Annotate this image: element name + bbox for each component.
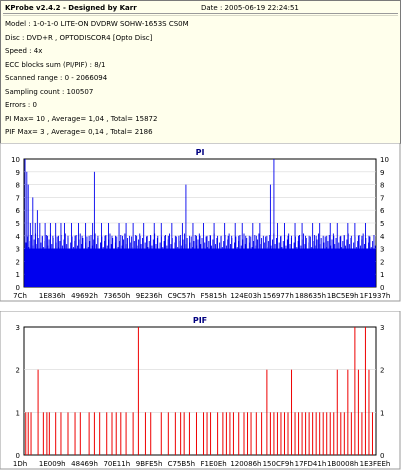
info-line: PIF Max= 3 , Average= 0,14 , Total= 2186 <box>5 128 153 136</box>
y-tick-label-right: 0 <box>380 284 384 292</box>
y-tick-label-left: 1 <box>16 409 20 417</box>
y-tick-label-right: 1 <box>380 271 384 279</box>
y-tick-label-left: 9 <box>16 169 20 177</box>
pi-chart: PI 0 0 1 1 2 2 3 3 4 4 5 5 6 6 7 7 8 8 9 9 10 10 7Ch 1E836h 4969… <box>0 143 401 302</box>
y-tick-label-right: 7 <box>380 194 384 202</box>
x-tick-label: 1F1937h <box>360 292 391 300</box>
y-tick-label-left: 2 <box>16 367 20 375</box>
y-tick-label-left: 7 <box>16 194 20 202</box>
x-tick-label: 48469h <box>71 460 98 468</box>
y-tick-label-right: 2 <box>380 258 384 266</box>
y-tick-label-right: 3 <box>380 246 384 254</box>
y-tick-label-left: 5 <box>16 220 20 228</box>
y-tick-label-left: 3 <box>16 246 20 254</box>
x-tick-label: 49692h <box>71 292 98 300</box>
y-tick-label-left: 6 <box>16 207 21 215</box>
y-tick-label-left: 10 <box>11 156 20 164</box>
info-line: Errors : 0 <box>5 101 37 109</box>
x-tick-label: 1Dh <box>13 460 27 468</box>
x-tick-label: 188635h <box>295 292 326 300</box>
bar-series <box>25 327 373 455</box>
x-tick-label: 150CF9h <box>263 460 294 468</box>
pi-chart-title: PI <box>196 148 205 157</box>
y-tick-label-right: 9 <box>380 169 384 177</box>
divider <box>3 13 398 14</box>
x-tick-label: 156977h <box>263 292 294 300</box>
x-tick-label: 124E03h <box>230 292 261 300</box>
x-tick-label: C75B5h <box>168 460 196 468</box>
y-tick-label-right: 8 <box>380 182 384 190</box>
info-line: Sampling count : 100507 <box>5 87 94 96</box>
info-line: ECC blocks sum (PI/PIF) : 8/1 <box>5 60 106 69</box>
x-tick-label: 70E11h <box>103 460 130 468</box>
y-tick-label-left: 2 <box>16 258 20 266</box>
y-tick-label-left: 0 <box>16 284 20 292</box>
x-tick-label: 1B0008h <box>327 460 359 468</box>
x-tick-label: 1E836h <box>39 292 66 300</box>
x-tick-label: 9E236h <box>136 292 163 300</box>
scan-date: Date : 2005-06-19 22:24:51 <box>201 4 299 12</box>
y-tick-label-right: 0 <box>380 452 384 460</box>
y-tick-label-left: 1 <box>16 271 20 279</box>
x-tick-label: 7Ch <box>13 292 27 300</box>
info-line: Speed : 4x <box>5 47 43 55</box>
info-line: Model : 1-0-1-0 LITE-ON DVDRW SOHW-1653S… <box>5 20 189 28</box>
y-tick-label-left: 4 <box>16 233 21 241</box>
y-tick-label-right: 1 <box>380 409 384 417</box>
plot-area <box>23 326 377 456</box>
x-tick-label: 1E009h <box>39 460 66 468</box>
x-tick-label: C9C57h <box>168 292 196 300</box>
bar-series <box>24 159 376 287</box>
y-tick-label-left: 0 <box>16 452 20 460</box>
app-title: KProbe v2.4.2 - Designed by Karr <box>5 4 137 12</box>
divider <box>3 15 398 16</box>
pif-chart-title: PIF <box>193 316 207 325</box>
pif-chart: PIF 0 0 1 1 2 2 3 3 1Dh 1E009h 48469h 70E11h 9BFE5h C… <box>0 311 401 470</box>
y-tick-label-right: 3 <box>380 324 384 332</box>
x-tick-label: F1E0Eh <box>201 460 227 468</box>
y-tick-label-right: 10 <box>380 156 389 164</box>
y-tick-label-right: 6 <box>380 207 385 215</box>
y-tick-label-left: 3 <box>16 324 20 332</box>
x-tick-label: 17FD41h <box>295 460 327 468</box>
x-tick-label: F5815h <box>200 292 226 300</box>
info-panel: KProbe v2.4.2 - Designed by Karr Date : … <box>0 0 401 144</box>
x-tick-label: 1BC5E9h <box>327 292 359 300</box>
y-tick-label-right: 5 <box>380 220 384 228</box>
x-tick-label: 73650h <box>103 292 130 300</box>
y-tick-label-left: 8 <box>16 182 20 190</box>
x-tick-label: 9BFE5h <box>136 460 163 468</box>
x-tick-label: 120086h <box>230 460 261 468</box>
info-line: Scanned range : 0 - 2066094 <box>5 74 108 82</box>
info-line: Disc : DVD+R , OPTODISCOR4 [Opto Disc] <box>5 33 153 42</box>
y-tick-label-right: 2 <box>380 367 384 375</box>
x-tick-label: 1E3FEEh <box>360 460 391 468</box>
y-tick-label-right: 4 <box>380 233 385 241</box>
info-line: PI Max= 10 , Average= 1,04 , Total= 1587… <box>5 114 158 123</box>
